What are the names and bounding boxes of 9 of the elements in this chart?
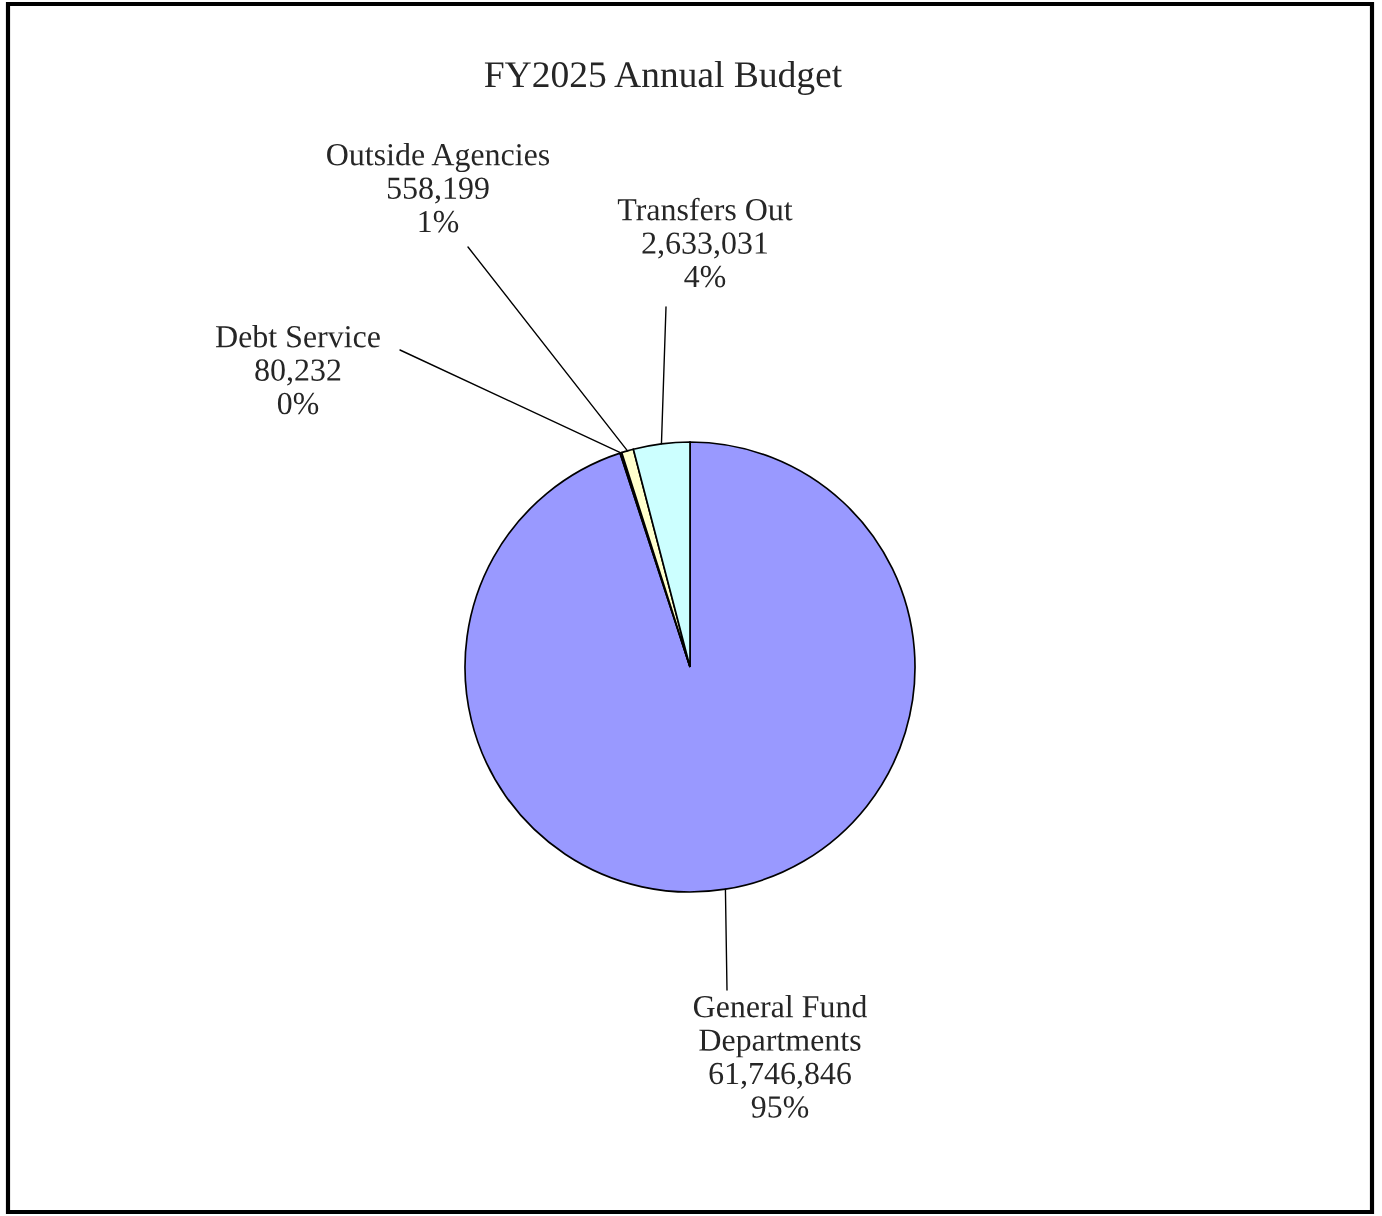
chart-title: FY2025 Annual Budget bbox=[484, 60, 842, 96]
data-label: 558,199 1% bbox=[387, 177, 489, 233]
slice-label: General Fund Departments bbox=[693, 995, 867, 1058]
slice-label: Debt Service bbox=[215, 325, 380, 348]
data-label: 2,633,031 4% bbox=[642, 232, 767, 288]
slice-label: Transfers Out bbox=[617, 197, 793, 221]
slice-label: Outside Agencies bbox=[327, 143, 550, 173]
data-label: 61,746,846 95% bbox=[709, 1062, 851, 1118]
data-label: 80,232 0% bbox=[255, 359, 341, 415]
